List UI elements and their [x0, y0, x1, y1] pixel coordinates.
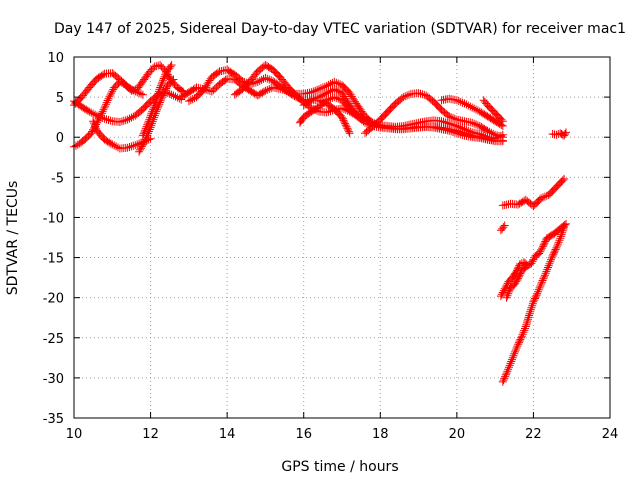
x-tick-label: 18: [372, 427, 389, 442]
y-tick-label: 10: [47, 51, 64, 66]
y-tick-label: -10: [43, 211, 64, 226]
axis-ticks: 10 12 14 16 18 20 22 24 -35 -30 -25 -20 -15 -10 -5 0 5 10: [43, 51, 619, 442]
data-points: [70, 61, 570, 386]
series-track-f: [138, 61, 176, 140]
x-tick-label: 12: [142, 427, 159, 442]
x-tick-label: 22: [525, 427, 542, 442]
y-axis-label: SDTVAR / TECUs: [5, 181, 21, 296]
series-track-l: [361, 89, 507, 142]
data-point-markers: [70, 61, 188, 151]
y-tick-label: -20: [43, 292, 64, 307]
plot-frame: [73, 56, 611, 419]
x-tick-label: 10: [66, 427, 83, 442]
y-tick-label: -25: [43, 332, 64, 347]
data-point-markers: [135, 75, 178, 156]
chart-title: Day 147 of 2025, Sidereal Day-to-day VTE…: [54, 21, 626, 37]
series-track-k: [299, 96, 354, 138]
data-point-markers: [437, 94, 507, 130]
y-tick-label: -15: [43, 252, 64, 267]
y-tick-label: 0: [56, 131, 64, 146]
series-track-t: [548, 128, 570, 140]
y-tick-label: -5: [51, 171, 64, 186]
x-tick-label: 16: [295, 427, 312, 442]
series-track-b: [70, 61, 188, 151]
data-point-markers: [496, 221, 509, 235]
data-point-markers: [479, 96, 507, 126]
x-tick-label: 14: [219, 427, 236, 442]
series-track-e: [135, 75, 178, 156]
y-tick-label: -35: [43, 412, 64, 427]
data-point-markers: [498, 223, 569, 386]
series-track-p: [496, 221, 509, 235]
data-point-markers: [138, 61, 176, 140]
series-track-j: [295, 93, 507, 143]
series-track-o: [498, 174, 569, 211]
data-point-markers: [496, 219, 570, 301]
data-point-markers: [361, 89, 507, 142]
x-tick-label: 20: [449, 427, 466, 442]
series-track-q: [498, 223, 569, 386]
data-point-markers: [299, 96, 354, 138]
data-point-markers: [295, 93, 507, 143]
series-track-r: [496, 219, 570, 301]
y-tick-label: 5: [56, 91, 64, 106]
data-point-markers: [502, 263, 530, 302]
x-tick-label: 24: [602, 427, 619, 442]
series-track-n: [479, 96, 507, 126]
series-track-m: [437, 94, 507, 130]
y-tick-label: -30: [43, 372, 64, 387]
series-track-s: [502, 263, 530, 302]
data-point-markers: [548, 128, 570, 140]
x-axis-label: GPS time / hours: [281, 459, 398, 475]
data-point-markers: [498, 174, 569, 211]
